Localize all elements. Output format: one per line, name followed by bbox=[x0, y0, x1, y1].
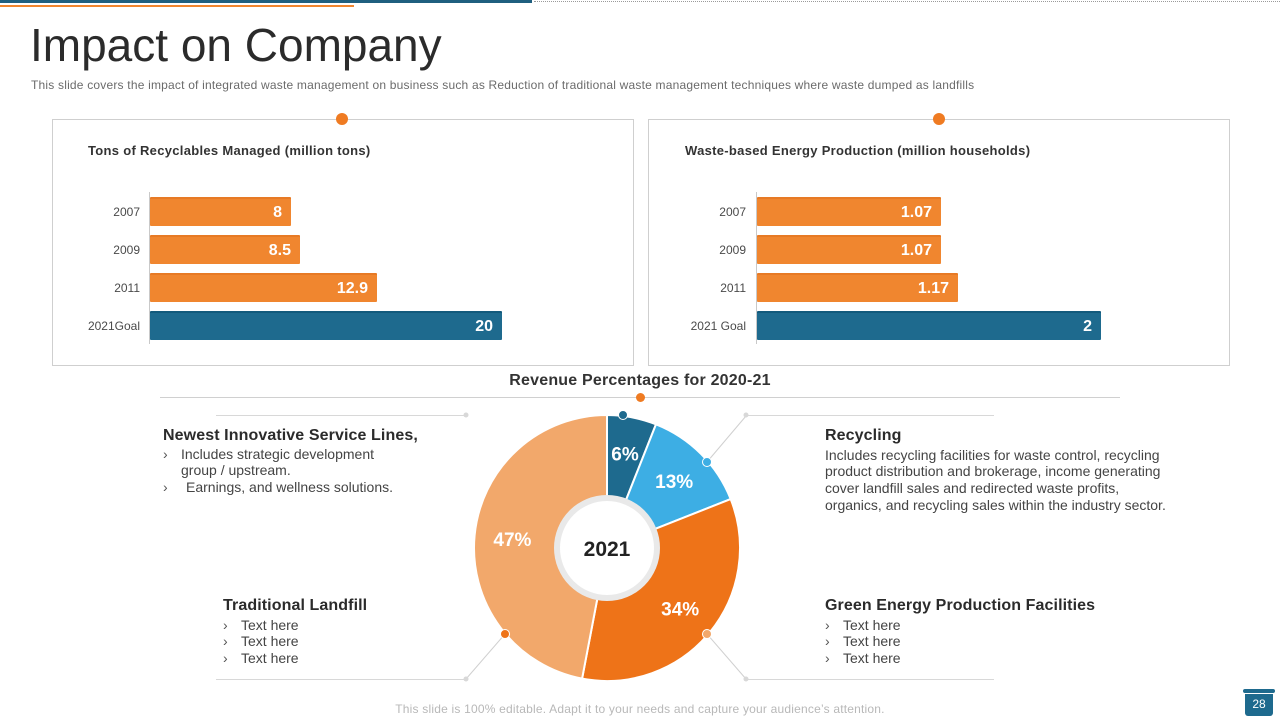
recyclables-chart-dot bbox=[336, 113, 348, 125]
connector-dot bbox=[500, 629, 510, 639]
green-bullet-2: › Text here bbox=[825, 633, 901, 649]
connector-dot bbox=[463, 412, 469, 418]
chevron-right-icon: › bbox=[223, 633, 228, 649]
landfill-bullet-2: › Text here bbox=[223, 633, 299, 649]
energy-chart-dot bbox=[933, 113, 945, 125]
newest-bullet-1-cont: group / upstream. bbox=[181, 462, 291, 478]
top-dotted-line bbox=[534, 1, 1280, 2]
connector-dot bbox=[702, 629, 712, 639]
chevron-right-icon: › bbox=[825, 617, 830, 633]
connector-line bbox=[706, 633, 747, 680]
bar-category-label: 2011 bbox=[114, 281, 140, 295]
connector-line bbox=[465, 633, 506, 680]
newest-bullet-2: › Earnings, and wellness solutions. bbox=[163, 479, 394, 495]
recycling-text-line-1: Includes recycling facilities for waste … bbox=[825, 447, 1160, 463]
landfill-bullet-3: › Text here bbox=[223, 650, 299, 666]
bar-category-label: 2021 Goal bbox=[690, 319, 746, 333]
chart-axis-line bbox=[756, 192, 757, 344]
chevron-right-icon: › bbox=[163, 446, 168, 462]
connector-dot bbox=[702, 457, 712, 467]
connector-dot bbox=[743, 412, 749, 418]
bar-value-label: 20 bbox=[475, 318, 493, 335]
recycling-title: Recycling bbox=[825, 427, 902, 444]
recyclables-chart-title: Tons of Recyclables Managed (million ton… bbox=[88, 143, 371, 158]
donut-slice-label: 34% bbox=[661, 600, 699, 621]
chevron-right-icon: › bbox=[223, 650, 228, 666]
top-right-separator bbox=[744, 415, 994, 416]
revenue-title-dot bbox=[636, 393, 645, 402]
energy-chart-title: Waste-based Energy Production (million h… bbox=[685, 143, 1031, 158]
bar-value-label: 1.07 bbox=[900, 204, 932, 221]
landfill-title: Traditional Landfill bbox=[223, 597, 368, 614]
bar-value-label: 8.5 bbox=[268, 242, 291, 259]
bar-2007[interactable]: 8 bbox=[150, 197, 291, 226]
slide-footer: This slide is 100% editable. Adapt it to… bbox=[395, 702, 885, 716]
bottom-left-separator bbox=[216, 679, 466, 680]
bar-category-label: 2021Goal bbox=[87, 319, 140, 333]
chevron-right-icon: › bbox=[825, 633, 830, 649]
bar-value-label: 1.17 bbox=[917, 280, 949, 297]
top-accent-orange-line bbox=[0, 5, 354, 7]
chevron-right-icon: › bbox=[223, 617, 228, 633]
bar-value-label: 12.9 bbox=[336, 280, 368, 297]
connector-dot bbox=[743, 676, 749, 682]
revenue-title: Revenue Percentages for 2020-21 bbox=[509, 372, 771, 389]
page-badge-lid bbox=[1243, 689, 1275, 693]
bar-category-label: 2007 bbox=[113, 205, 140, 219]
green-energy-title: Green Energy Production Facilities bbox=[825, 597, 1096, 614]
bar-2021goal[interactable]: 20 bbox=[150, 311, 502, 340]
top-accent-blue-line bbox=[0, 0, 532, 3]
green-bullet-3: › Text here bbox=[825, 650, 901, 666]
donut-center-label: 2021 bbox=[584, 538, 631, 561]
newest-bullet-1: › Includes strategic development bbox=[163, 446, 374, 462]
bar-category-label: 2011 bbox=[720, 281, 746, 295]
donut-slice-label: 6% bbox=[611, 445, 639, 466]
bar-2021-goal[interactable]: 2 bbox=[757, 311, 1101, 340]
bar-2011[interactable]: 1.17 bbox=[757, 273, 958, 302]
bar-2011[interactable]: 12.9 bbox=[150, 273, 377, 302]
bar-2007[interactable]: 1.07 bbox=[757, 197, 941, 226]
chart-axis-line bbox=[149, 192, 150, 344]
green-bullet-1: › Text here bbox=[825, 617, 901, 633]
slide-title: Impact on Company bbox=[30, 19, 442, 71]
recycling-text-line-3: cover landfill sales and redirected wast… bbox=[825, 480, 1120, 496]
bar-value-label: 2 bbox=[1083, 318, 1092, 335]
bottom-right-separator bbox=[744, 679, 994, 680]
bar-category-label: 2007 bbox=[719, 205, 746, 219]
donut-slice-label: 13% bbox=[655, 472, 693, 493]
donut-center bbox=[560, 501, 654, 595]
page-number-badge: 28 bbox=[1245, 694, 1273, 716]
connector-line bbox=[706, 415, 747, 463]
bar-2009[interactable]: 1.07 bbox=[757, 235, 941, 264]
slide-subtitle: This slide covers the impact of integrat… bbox=[31, 78, 975, 92]
recycling-text-line-2: product distribution and brokerage, inco… bbox=[825, 463, 1161, 479]
chevron-right-icon: › bbox=[163, 479, 168, 495]
top-left-separator bbox=[216, 415, 466, 416]
connector-dot bbox=[463, 676, 469, 682]
bar-category-label: 2009 bbox=[113, 243, 140, 257]
connector-dot bbox=[618, 410, 628, 420]
recycling-text-line-4: organics, and recycling sales within the… bbox=[825, 497, 1166, 513]
bar-value-label: 8 bbox=[273, 204, 282, 221]
bar-value-label: 1.07 bbox=[900, 242, 932, 259]
chevron-right-icon: › bbox=[825, 650, 830, 666]
bar-category-label: 2009 bbox=[719, 243, 746, 257]
newest-services-title: Newest Innovative Service Lines, bbox=[163, 427, 418, 444]
bar-2009[interactable]: 8.5 bbox=[150, 235, 300, 264]
donut-slice-label: 47% bbox=[493, 530, 531, 551]
landfill-bullet-1: › Text here bbox=[223, 617, 299, 633]
